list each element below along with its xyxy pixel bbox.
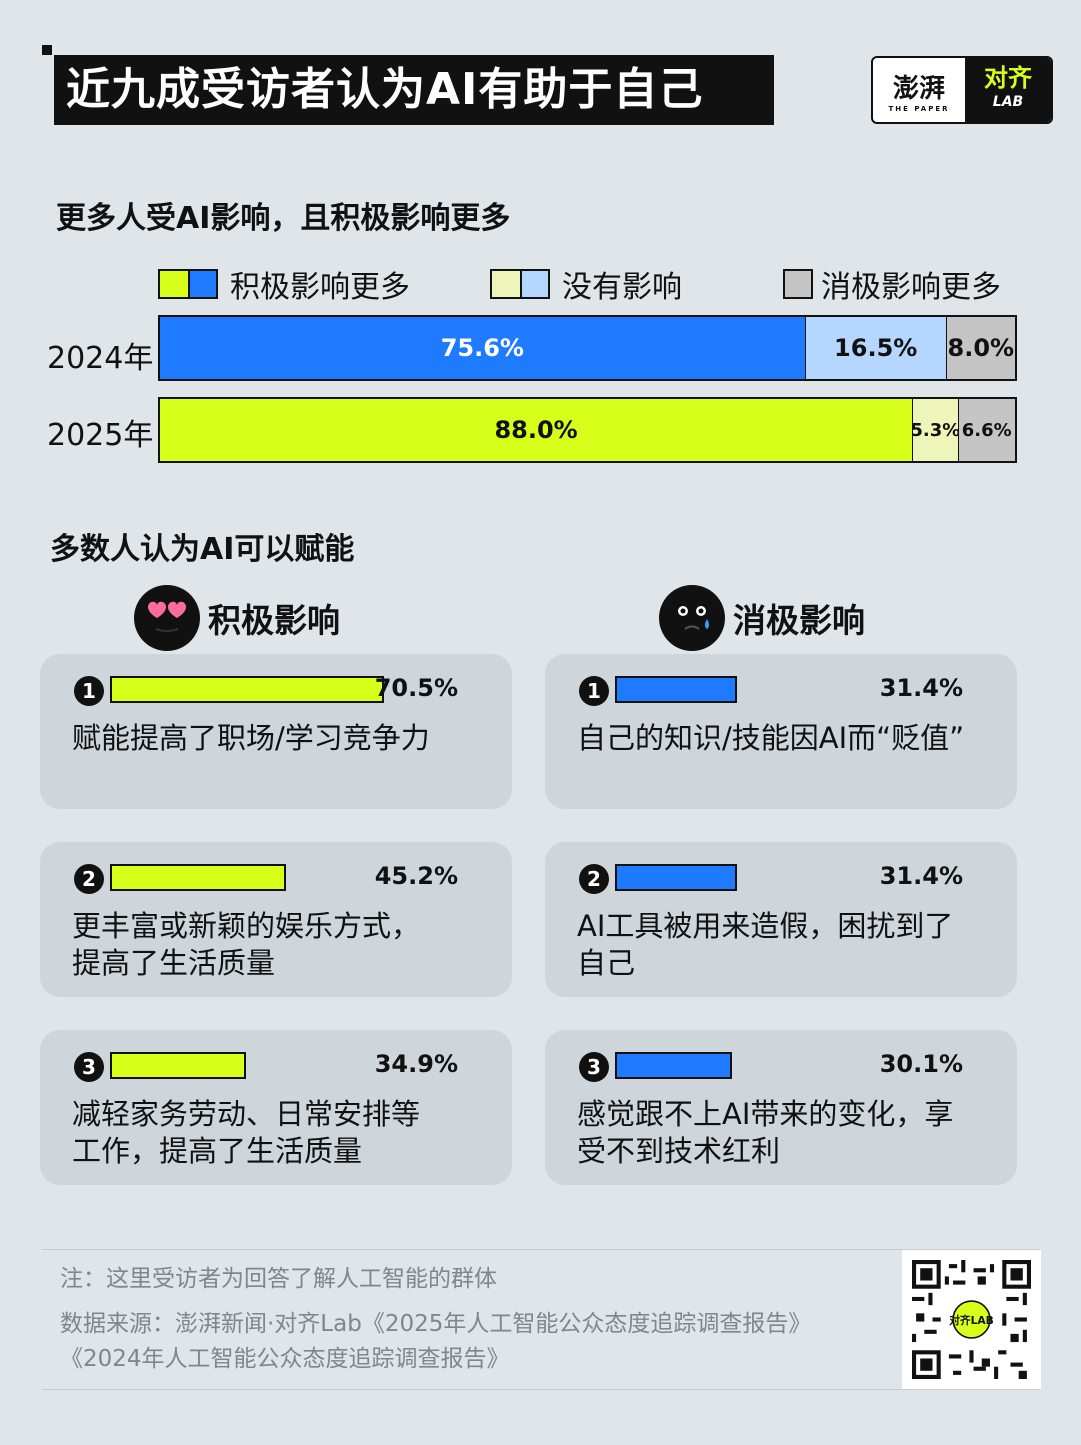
legend-swatch xyxy=(188,269,218,299)
rank-badge: 3 xyxy=(74,1052,104,1082)
impact-card: 3 30.1% 感觉跟不上AI带来的变化，享 受不到技术红利 xyxy=(545,1030,1017,1185)
negative-heading: 消极影响 xyxy=(659,585,865,651)
logo-lab: 对齐 LAB xyxy=(965,58,1051,122)
impact-card: 2 31.4% AI工具被用来造假，困扰到了 自己 xyxy=(545,842,1017,997)
legend-swatch xyxy=(490,269,520,299)
year-label-2024: 2024年 xyxy=(47,341,154,376)
impact-card: 3 34.9% 减轻家务劳动、日常安排等 工作，提高了生活质量 xyxy=(40,1030,512,1185)
legend-positive: 积极影响更多 xyxy=(158,262,410,306)
bar-segment-positive: 75.6% xyxy=(160,317,806,379)
legend-negative: 消极影响更多 xyxy=(783,262,1001,306)
legend-swatch xyxy=(520,269,550,299)
positive-heading-label: 积极影响 xyxy=(208,601,340,640)
year-label-2025: 2025年 xyxy=(47,418,154,453)
bar-segment-positive: 88.0% xyxy=(160,399,914,461)
heart-eyes-emoji-icon xyxy=(134,585,200,651)
value-bar xyxy=(615,864,738,891)
legend-label: 积极影响更多 xyxy=(230,270,410,305)
bar-segment-neutral: 16.5% xyxy=(805,317,947,379)
bar-value-label: 5.3% xyxy=(913,419,959,441)
sad-tear-emoji-icon xyxy=(659,585,725,651)
bar-value-label: 6.6% xyxy=(961,419,1012,441)
logo-paper: 澎湃 THE PAPER xyxy=(873,58,965,122)
value-label: 45.2% xyxy=(374,862,458,890)
legend-label: 消极影响更多 xyxy=(821,270,1001,305)
value-label: 31.4% xyxy=(879,862,963,890)
rank-badge: 3 xyxy=(579,1052,609,1082)
value-label: 34.9% xyxy=(374,1050,458,1078)
bar-value-label: 8.0% xyxy=(947,334,1015,362)
value-label: 70.5% xyxy=(374,674,458,702)
stacked-bar-2025: 88.0% 5.3% 6.6% xyxy=(158,397,1017,463)
bar-value-label: 75.6% xyxy=(440,334,524,362)
bar-value-label: 88.0% xyxy=(494,416,578,444)
qr-center-label: 对齐LAB xyxy=(949,1314,993,1327)
impact-card: 1 70.5% 赋能提高了职场/学习竞争力 xyxy=(40,654,512,809)
value-label: 31.4% xyxy=(879,674,963,702)
page-title: 近九成受访者认为AI有助于自己 xyxy=(54,55,774,125)
impact-card: 1 31.4% 自己的知识/技能因AI而“贬值” xyxy=(545,654,1017,809)
stacked-bar-2024: 75.6% 16.5% 8.0% xyxy=(158,315,1017,381)
footer-divider-top xyxy=(42,1249,1040,1250)
section-title-impact: 更多人受AI影响，且积极影响更多 xyxy=(56,201,511,236)
title-notch xyxy=(42,45,52,55)
negative-heading-label: 消极影响 xyxy=(733,601,865,640)
rank-badge: 1 xyxy=(579,676,609,706)
impact-description: 赋能提高了职场/学习竞争力 xyxy=(72,721,430,755)
bar-segment-negative: 8.0% xyxy=(946,317,1015,379)
bar-segment-negative: 6.6% xyxy=(958,399,1015,461)
impact-description: 更丰富或新颖的娱乐方式， 提高了生活质量 xyxy=(72,909,421,980)
impact-description: AI工具被用来造假，困扰到了 自己 xyxy=(577,909,954,980)
footer-divider-bottom xyxy=(42,1389,1040,1390)
value-bar xyxy=(110,864,286,891)
legend-label: 没有影响 xyxy=(562,270,682,305)
impact-description: 减轻家务劳动、日常安排等 工作，提高了生活质量 xyxy=(72,1097,421,1168)
value-bar xyxy=(615,1052,732,1079)
footnote: 注：这里受访者为回答了解人工智能的群体 xyxy=(60,1266,497,1292)
rank-badge: 1 xyxy=(74,676,104,706)
value-bar xyxy=(110,1052,246,1079)
rank-badge: 2 xyxy=(579,864,609,894)
bar-value-label: 16.5% xyxy=(834,334,918,362)
logo-paper-sub: THE PAPER xyxy=(888,104,950,113)
rank-badge: 2 xyxy=(74,864,104,894)
impact-description: 感觉跟不上AI带来的变化，享 受不到技术红利 xyxy=(577,1097,954,1168)
impact-description: 自己的知识/技能因AI而“贬值” xyxy=(577,721,965,755)
legend-swatch xyxy=(158,269,188,299)
data-source: 数据来源：澎湃新闻·对齐Lab《2025年人工智能公众态度追踪调查报告》《202… xyxy=(60,1311,812,1372)
qr-code-icon: 对齐LAB xyxy=(912,1260,1031,1379)
value-bar xyxy=(110,676,384,703)
section-title-empower: 多数人认为AI可以赋能 xyxy=(50,532,355,567)
impact-card: 2 45.2% 更丰富或新颖的娱乐方式， 提高了生活质量 xyxy=(40,842,512,997)
bar-segment-neutral: 5.3% xyxy=(913,399,959,461)
logo-paper-text: 澎湃 xyxy=(892,73,945,104)
value-bar xyxy=(615,676,738,703)
positive-heading: 积极影响 xyxy=(134,585,340,651)
qr-code[interactable]: 对齐LAB xyxy=(902,1250,1041,1389)
logo-lab-text: 对齐 xyxy=(984,64,1032,92)
legend-swatch xyxy=(783,269,813,299)
brand-logo: 澎湃 THE PAPER 对齐 LAB xyxy=(871,56,1053,124)
value-label: 30.1% xyxy=(879,1050,963,1078)
legend-neutral: 没有影响 xyxy=(490,262,682,306)
logo-lab-sub: LAB xyxy=(992,94,1024,110)
